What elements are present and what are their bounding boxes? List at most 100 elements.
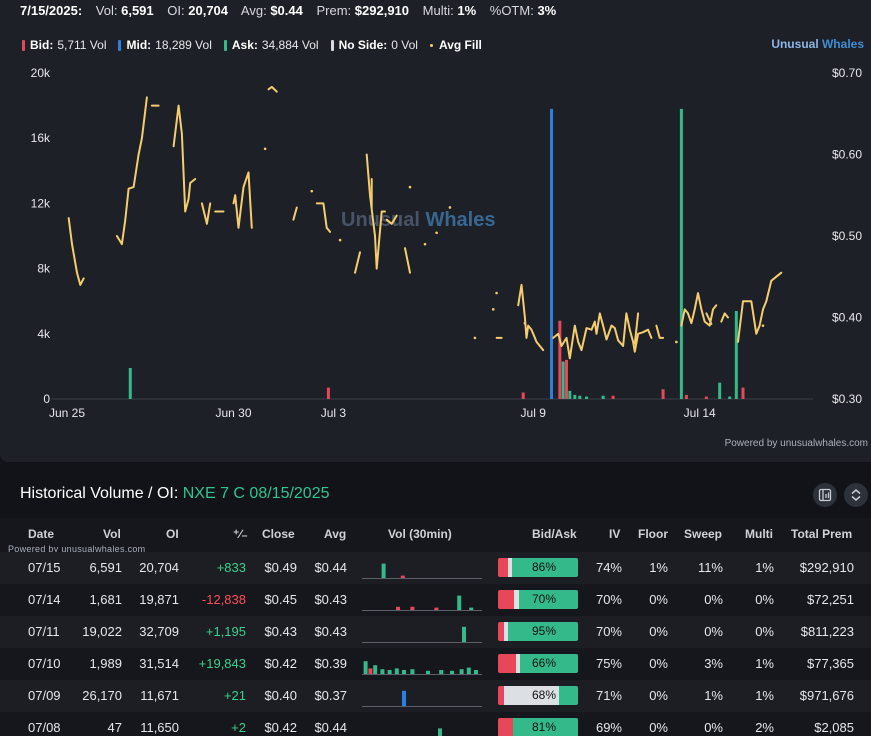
bid-ask-bid-segment [498, 718, 514, 736]
legend-noside[interactable]: No Side: 0 Vol [330, 38, 418, 52]
legend-bid-label: Bid: [30, 38, 54, 52]
cell-date: 07/15 [28, 560, 61, 575]
avg-fill-point [495, 291, 498, 295]
brand-logo: Unusual Whales [771, 37, 864, 51]
cell-multi: 1% [755, 560, 774, 575]
avg-fill-point [761, 324, 765, 327]
legend-mid[interactable]: Mid: 18,289 Vol [118, 38, 212, 52]
col-multi[interactable]: Multi [745, 527, 773, 541]
volume-bar-bid [558, 320, 562, 399]
stats-vol-label: Vol: [95, 3, 118, 18]
left-axis-tick: 4k [37, 327, 51, 341]
col-date[interactable]: Date [28, 527, 55, 541]
legend-mid-label: Mid: [126, 38, 152, 52]
cell-date: 07/08 [28, 720, 61, 735]
stats-oi-label: OI: [167, 3, 185, 18]
avg-fill-point [523, 321, 527, 325]
vol30-sparkline [362, 626, 482, 643]
cell-sweep: 0% [704, 720, 723, 735]
legend-noside-value: 0 Vol [391, 38, 418, 52]
cell-oi: 31,514 [139, 656, 179, 671]
col-sweep[interactable]: Sweep [684, 527, 723, 541]
table-row[interactable]: 07/08 47 11,650 +2 $0.42 $0.44 69% 0% 0% 2% $2,085… [0, 712, 871, 736]
legend-avgfill[interactable]: Avg Fill [429, 38, 486, 52]
cell-total-prem: $811,223 [800, 624, 854, 639]
volume-bar-ask [128, 368, 132, 399]
col-vol[interactable]: Vol [103, 527, 121, 541]
volume-bar-bid [521, 392, 525, 399]
cell-oi: 19,871 [139, 592, 179, 607]
sparkline-bar-ask [394, 668, 399, 674]
powered-by-table: Powered by unusualwhales.com [8, 544, 146, 554]
sparkline-bar-ask [380, 669, 385, 674]
cell-delta: -12,838 [201, 592, 246, 607]
col-iv[interactable]: IV [609, 527, 621, 541]
col-close[interactable]: Close [262, 527, 295, 541]
table-row[interactable]: 07/11 19,022 32,709 +1,195 $0.43 $0.43 70% 0% 0%… [0, 616, 871, 648]
legend-bid-value: 5,711 Vol [57, 38, 107, 52]
volume-bar-bid [704, 396, 708, 399]
col-bidask[interactable]: Bid/Ask [532, 527, 577, 541]
table-row[interactable]: 07/09 26,170 11,671 +21 $0.40 $0.37 71% 0% 1% 1% $… [0, 680, 871, 712]
bid-ask-bid-segment [498, 686, 505, 705]
avg-fill-line [552, 312, 653, 360]
chart-view-button[interactable] [813, 483, 837, 507]
collapse-button[interactable] [844, 483, 868, 507]
left-axis-tick: 12k [31, 196, 51, 210]
legend-bid[interactable]: Bid: 5,711 Vol [22, 38, 106, 52]
cell-sweep: 1% [704, 688, 723, 703]
cell-close: $0.40 [264, 688, 297, 703]
stats-multi: 1% [457, 3, 477, 18]
cell-iv: 74% [595, 560, 622, 575]
bid-swatch-icon [22, 39, 25, 51]
bid-ask-bar: 86% [498, 558, 578, 577]
volume-bar-bid [661, 389, 665, 399]
watermark-part1: Unusual [341, 209, 425, 231]
bid-ask-bar: 66% [498, 654, 578, 673]
cell-total-prem: $292,910 [799, 560, 854, 575]
cell-multi: 0% [755, 624, 774, 639]
cell-vol: 19,022 [82, 624, 122, 639]
legend-mid-value: 18,289 Vol [155, 38, 212, 52]
table-row[interactable]: 07/14 1,681 19,871 -12,838 $0.45 $0.43 70% 0% 0%… [0, 584, 871, 616]
volume-bar-ask [561, 361, 565, 399]
col-floor[interactable]: Floor [638, 527, 668, 541]
stats-vol: 6,591 [121, 3, 154, 18]
brand-part2: Whales [821, 37, 864, 51]
col-total-prem[interactable]: Total Prem [791, 527, 853, 541]
volume-bar-ask [568, 390, 572, 399]
cell-iv: 75% [595, 656, 622, 671]
col-avg[interactable]: Avg [324, 527, 347, 541]
left-axis-tick: 16k [31, 131, 51, 145]
volume-bar-ask [584, 396, 588, 399]
sparkline-bar-bid [400, 575, 405, 578]
table-header: Date Vol OI ⁺∕₋ Close Avg Vol (30min) Bi… [0, 518, 871, 554]
cell-avg: $0.44 [314, 560, 347, 575]
table-row[interactable]: 07/15 6,591 20,704 +833 $0.49 $0.44 74% 1% 11% 1%… [0, 552, 871, 584]
cell-floor: 0% [649, 720, 668, 735]
x-axis-tick: Jul 3 [321, 406, 347, 420]
cell-vol: 26,170 [82, 688, 122, 703]
col-vol30[interactable]: Vol (30min) [388, 527, 452, 541]
sparkline-bar-ask [469, 607, 474, 610]
volume-bar-bid [565, 359, 568, 399]
avg-fill-point [263, 147, 267, 151]
mid-swatch-icon [118, 39, 122, 51]
bid-ask-percent: 68% [531, 688, 557, 702]
stats-multi-label: Multi: [422, 3, 454, 18]
sparkline-bar-ask [402, 670, 406, 674]
legend-ask[interactable]: Ask: 34,884 Vol [223, 38, 319, 52]
bid-ask-bar: 95% [498, 622, 578, 641]
avg-fill-point [473, 336, 477, 340]
right-axis-tick: $0.60 [832, 148, 862, 162]
col-oi[interactable]: OI [166, 527, 179, 541]
chart-toggle-icon [818, 488, 832, 502]
avg-fill-line [232, 171, 253, 229]
stats-otm-label: %OTM: [489, 3, 534, 18]
table-row[interactable]: 07/10 1,989 31,514 +19,843 $0.42 $0.39 75% 0% 3%… [0, 648, 871, 680]
vol30-sparkline [438, 728, 442, 736]
volume-bar-bid [326, 387, 330, 399]
avg-fill-line [404, 247, 411, 274]
col-delta[interactable]: ⁺∕₋ [233, 527, 248, 541]
legend-ask-label: Ask: [231, 38, 258, 52]
